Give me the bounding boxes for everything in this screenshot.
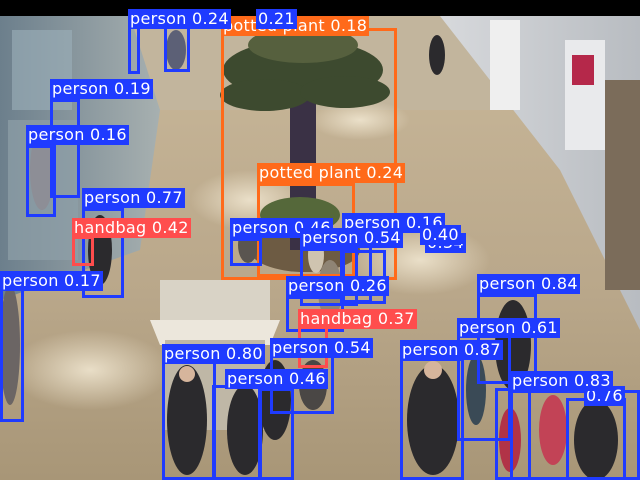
detection-label-person: person 0.54 [270,338,373,358]
detection-label-person: person 0.80 [162,344,265,364]
detection-label-potted-plant: potted plant 0.24 [257,163,406,183]
detection-box-person [212,385,262,480]
detection-label-person: person 0.26 [286,276,389,296]
detection-box-person [0,288,24,422]
detection-label-person: person 0.54 [300,228,403,248]
detection-label-person: 0.40 [420,225,461,245]
detection-label-person: person 0.19 [50,79,153,99]
detection-box-person [164,26,190,72]
detection-box-person [82,208,124,298]
detection-label-person: 0.21 [256,9,297,29]
detection-box-person [566,398,626,480]
detection-box-person [50,99,80,198]
detection-label-person: person 0.84 [477,274,580,294]
detection-label-handbag: handbag 0.37 [298,309,417,329]
detection-box-person [230,238,262,266]
detection-box-person [477,294,537,384]
detection-box-person [400,358,464,480]
detection-label-person: person 0.83 [510,371,613,391]
detection-box-person [128,26,140,74]
detection-label-person: person 0.24 [128,9,231,29]
detection-box-handbag [72,236,94,266]
detection-box-person [162,361,216,480]
detection-box-person [258,388,294,480]
detection-label-person: person 0.17 [0,271,103,291]
detection-label-person: person 0.87 [400,340,503,360]
detection-label-person: person 0.16 [26,125,129,145]
detection-label-handbag: handbag 0.42 [72,218,191,238]
detection-box-person [26,145,56,217]
detection-label-person: person 0.46 [225,369,328,389]
detection-label-person: person 0.61 [457,318,560,338]
detection-label-person: person 0.77 [82,188,185,208]
